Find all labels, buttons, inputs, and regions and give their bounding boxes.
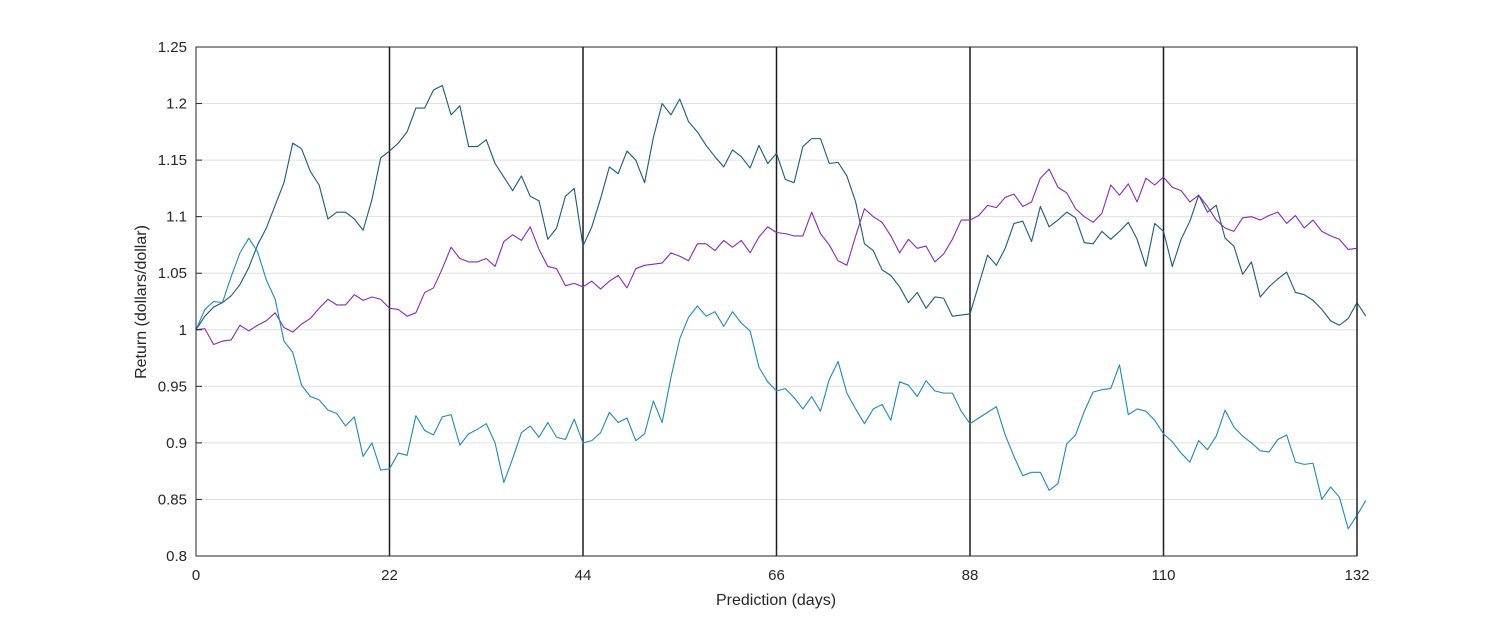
y-tick-label: 1.15 (158, 152, 187, 169)
x-tick-label: 66 (768, 567, 785, 584)
series-line-2 (195, 168, 1358, 346)
x-axis-label: Prediction (days) (716, 592, 836, 609)
y-tick-label: 0.95 (158, 378, 187, 395)
y-tick-label: 0.8 (166, 548, 187, 565)
y-axis-label: Return (dollars/dollar) (133, 225, 150, 379)
x-tick-label: 0 (192, 567, 200, 584)
y-tick-label: 1.2 (166, 96, 187, 113)
series-line-3 (195, 237, 1367, 530)
y-tick-label: 0.85 (158, 491, 187, 508)
y-tick-label: 1.1 (166, 209, 187, 226)
series-line-1 (195, 84, 1367, 331)
y-axis-ticks: 0.8 0.85 0.9 0.95 1 1.05 1.1 1.15 1.2 1.25 (158, 39, 202, 565)
y-tick-label: 1.05 (158, 265, 187, 282)
x-tick-label: 22 (381, 567, 398, 584)
series-lines (195, 84, 1367, 530)
x-tick-label: 110 (1152, 567, 1176, 584)
y-tick-label: 0.9 (166, 435, 187, 452)
vertical-marker-lines (388, 47, 1358, 556)
y-tick-label: 1.25 (158, 39, 187, 56)
x-tick-label: 88 (962, 567, 979, 584)
x-tick-label: 132 (1344, 567, 1369, 584)
y-tick-label: 1 (179, 322, 187, 339)
x-axis-ticks: 0 22 44 66 88 110 132 (192, 550, 1370, 584)
x-tick-label: 44 (575, 567, 592, 584)
